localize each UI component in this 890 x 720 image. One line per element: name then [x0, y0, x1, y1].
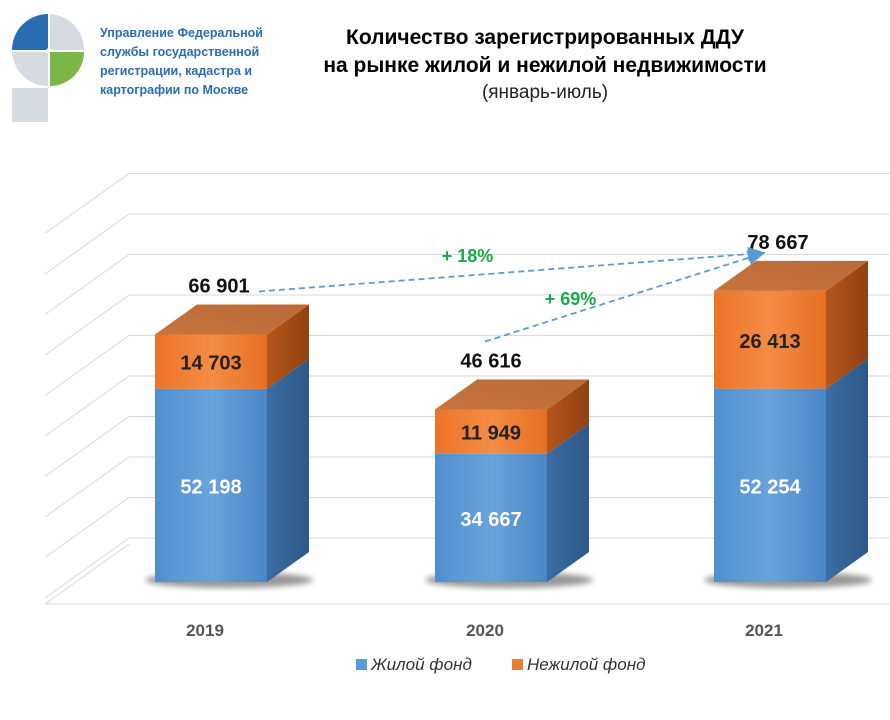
growth-label-69: + 69%	[545, 289, 597, 309]
gridline-depth	[44, 375, 130, 437]
bar-residential-2021-side	[826, 358, 868, 582]
data-label-nonresidential: 14 703	[180, 353, 241, 375]
growth-arrow-2019-2021	[258, 246, 766, 293]
chart-title-block: Количество зарегистрированных ДДУ на рын…	[250, 24, 840, 106]
x-tick-label: 2021	[745, 621, 783, 640]
x-tick-label: 2020	[466, 621, 504, 640]
bar-residential-2020-front	[435, 453, 547, 582]
x-axis-depth-line	[44, 543, 130, 605]
data-label-residential: 52 254	[739, 476, 801, 498]
chart-title-line-2: на рынке жилой и нежилой недвижимости	[323, 54, 767, 77]
agency-name: Управление Федеральной службы государств…	[100, 24, 280, 100]
data-label-residential: 34 667	[460, 509, 521, 531]
gridline-depth	[44, 497, 130, 558]
bar-residential-2021	[714, 358, 868, 582]
bar-nonresidential-2020-top	[435, 379, 589, 410]
bar-residential-2020	[435, 423, 589, 582]
bar-residential-2019	[155, 358, 309, 582]
gridline-depth	[44, 416, 130, 477]
chart-subtitle: (январь-июль)	[481, 82, 609, 103]
data-label-total: 66 901	[188, 275, 249, 297]
legend-label-nonresidential: Нежилой фонд	[527, 655, 646, 674]
gridline-depth	[44, 294, 130, 356]
bar-nonresidential-2021-top	[714, 260, 868, 291]
gridline-depth	[44, 456, 130, 518]
legend-label-residential: Жилой фонд	[370, 655, 472, 674]
bar-residential-2021-front	[714, 388, 826, 582]
rosreestr-logo-icon	[12, 14, 84, 122]
bar-nonresidential-2021-side	[826, 260, 868, 389]
gridline-depth	[44, 213, 130, 275]
gridline-depth	[44, 173, 130, 234]
data-label-nonresidential: 11 949	[461, 423, 521, 445]
gridline-depth	[44, 537, 130, 599]
bar-nonresidential-2020	[435, 379, 589, 454]
legend-swatch-nonresidential	[512, 659, 523, 670]
bar-nonresidential-2019	[155, 304, 309, 389]
bar-residential-2019-front	[155, 388, 267, 582]
agency-logo-block: Управление Федеральной службы государств…	[8, 14, 278, 124]
agency-name-line: картографии по Москве	[100, 83, 249, 97]
data-label-nonresidential: 26 413	[739, 331, 800, 353]
bar-nonresidential-2019-front	[155, 334, 267, 389]
bar-nonresidential-2021-front	[714, 290, 826, 389]
bar-nonresidential-2021	[714, 260, 868, 389]
bar-nonresidential-2020-side	[547, 379, 589, 454]
data-label-total: 46 616	[460, 351, 521, 373]
stacked-bar-chart: 52 198 14 703 66 901 2019 34 667 11 949 46 616…	[44, 173, 890, 674]
data-label-residential: 52 198	[180, 476, 241, 498]
growth-label-18: + 18%	[442, 246, 494, 266]
gridline-depth	[44, 335, 130, 396]
bar-nonresidential-2019-top	[155, 304, 309, 335]
chart-title-line-1: Количество зарегистрированных ДДУ	[346, 26, 744, 49]
growth-arrow-2020-2021	[484, 250, 766, 343]
bar-nonresidential-2019-side	[267, 304, 309, 389]
legend-swatch-residential	[356, 659, 367, 670]
data-label-total: 78 667	[747, 232, 808, 254]
bar-residential-2019-side	[267, 358, 309, 582]
agency-name-line: Управление Федеральной	[100, 26, 263, 40]
bar-nonresidential-2020-front	[435, 409, 547, 454]
gridline-depth	[44, 254, 130, 315]
agency-name-line: регистрации, кадастра и	[100, 64, 253, 78]
x-tick-label: 2019	[186, 621, 224, 640]
bar-residential-2020-side	[547, 423, 589, 582]
agency-name-line: службы государственной	[100, 45, 260, 59]
